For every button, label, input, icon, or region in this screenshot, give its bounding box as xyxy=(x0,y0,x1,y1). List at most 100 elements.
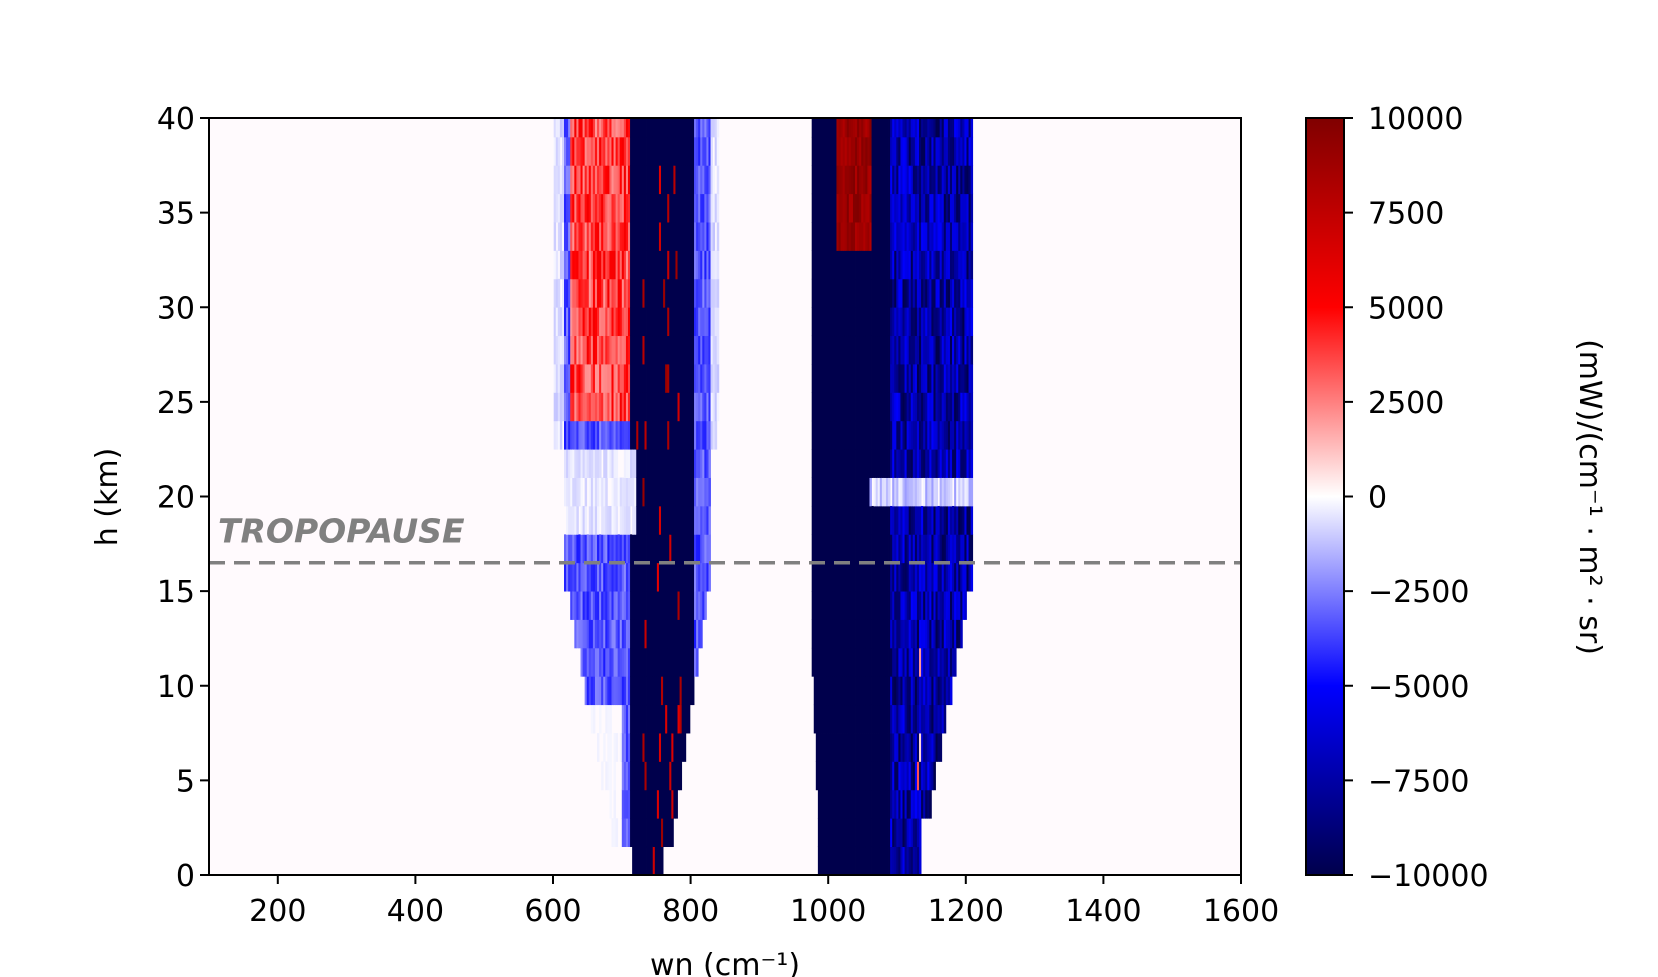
heatmap-cell xyxy=(908,449,912,478)
heatmap-cell xyxy=(919,534,922,564)
heatmap-cell xyxy=(704,278,707,308)
heatmap-cell xyxy=(822,619,825,649)
heatmap-cell xyxy=(696,136,699,166)
heatmap-cell xyxy=(642,278,645,308)
heatmap-cell xyxy=(590,307,594,337)
heatmap-cell xyxy=(888,789,891,819)
heatmap-cell xyxy=(910,505,914,535)
heatmap-cell xyxy=(685,278,689,308)
heatmap-cell xyxy=(586,165,590,195)
heatmap-cell xyxy=(947,505,951,535)
heatmap-cell xyxy=(646,222,650,251)
heatmap-cell xyxy=(817,676,821,706)
heatmap-cell xyxy=(597,676,600,706)
heatmap-cell xyxy=(914,307,918,337)
heatmap-cell xyxy=(704,136,707,166)
heatmap-cell xyxy=(652,364,656,393)
heatmap-cell xyxy=(867,505,870,535)
heatmap-cell xyxy=(613,449,617,478)
heatmap-cell xyxy=(945,222,949,251)
heatmap-cell xyxy=(681,449,685,478)
heatmap-cell xyxy=(566,136,569,166)
heatmap-cell xyxy=(642,449,645,478)
heatmap-cell xyxy=(588,250,592,280)
heatmap-cell xyxy=(811,335,815,365)
heatmap-cell xyxy=(632,278,635,308)
heatmap-cell xyxy=(943,420,947,450)
heatmap-cell xyxy=(652,676,656,706)
heatmap-cell xyxy=(700,420,703,450)
heatmap-cell xyxy=(617,136,621,166)
heatmap-cell xyxy=(696,165,699,195)
heatmap-cell xyxy=(838,733,841,762)
heatmap-cell xyxy=(553,136,557,166)
heatmap-cell xyxy=(669,392,672,422)
heatmap-cell xyxy=(826,222,829,251)
heatmap-cell xyxy=(667,449,670,478)
heatmap-cell xyxy=(580,449,583,478)
heatmap-cell xyxy=(952,118,955,138)
heatmap-cell xyxy=(836,193,839,223)
heatmap-cell xyxy=(706,477,709,507)
heatmap-cell xyxy=(954,250,957,280)
heatmap-cell xyxy=(588,591,592,620)
heatmap-cell xyxy=(675,250,678,280)
heatmap-cell xyxy=(956,118,959,138)
heatmap-cell xyxy=(828,250,831,280)
heatmap-cell xyxy=(894,449,897,478)
heatmap-cell xyxy=(691,165,695,195)
heatmap-cell xyxy=(921,278,924,308)
heatmap-cell xyxy=(597,562,600,592)
heatmap-cell xyxy=(933,250,936,280)
heatmap-cell xyxy=(607,118,610,138)
heatmap-cell xyxy=(869,647,872,677)
heatmap-cell xyxy=(966,165,969,195)
heatmap-cell xyxy=(836,676,839,706)
heatmap-cell xyxy=(921,647,924,677)
heatmap-cell xyxy=(613,733,617,762)
heatmap-cell xyxy=(627,534,631,564)
heatmap-cell xyxy=(937,420,941,450)
heatmap-cell xyxy=(625,364,629,393)
heatmap-cell xyxy=(685,505,689,535)
heatmap-cell xyxy=(642,136,645,166)
heatmap-cell xyxy=(857,562,860,592)
heatmap-cell xyxy=(603,136,606,166)
heatmap-cell xyxy=(679,335,683,365)
heatmap-cell xyxy=(939,619,943,649)
heatmap-cell xyxy=(667,733,670,762)
heatmap-cell xyxy=(716,136,720,166)
heatmap-cell xyxy=(625,136,629,166)
heatmap-cell xyxy=(863,534,866,564)
heatmap-cell xyxy=(954,193,957,223)
heatmap-cell xyxy=(879,534,883,564)
heatmap-cell xyxy=(564,449,567,478)
heatmap-cell xyxy=(683,534,687,564)
heatmap-cell xyxy=(687,704,691,734)
heatmap-cell xyxy=(873,534,877,564)
heatmap-cell xyxy=(650,278,654,308)
heatmap-cell xyxy=(850,619,854,649)
heatmap-cell xyxy=(819,364,823,393)
heatmap-cell xyxy=(609,562,612,592)
heatmap-cell xyxy=(881,477,885,507)
heatmap-cell xyxy=(681,278,685,308)
heatmap-cell xyxy=(875,704,879,734)
heatmap-cell xyxy=(689,619,693,649)
heatmap-cell xyxy=(828,193,831,223)
heatmap-cell xyxy=(927,420,930,450)
heatmap-cell xyxy=(691,534,695,564)
heatmap-cell xyxy=(890,222,893,251)
heatmap-cell xyxy=(855,449,858,478)
heatmap-cell xyxy=(894,818,897,848)
heatmap-cell xyxy=(869,591,872,620)
heatmap-cell xyxy=(675,193,678,223)
heatmap-cell xyxy=(892,647,895,677)
heatmap-cell xyxy=(828,818,831,848)
heatmap-cell xyxy=(840,761,844,791)
heatmap-cell xyxy=(933,477,936,507)
heatmap-cell xyxy=(811,591,815,620)
heatmap-cell xyxy=(580,118,583,138)
heatmap-cell xyxy=(619,562,623,592)
heatmap-cell xyxy=(929,364,932,393)
